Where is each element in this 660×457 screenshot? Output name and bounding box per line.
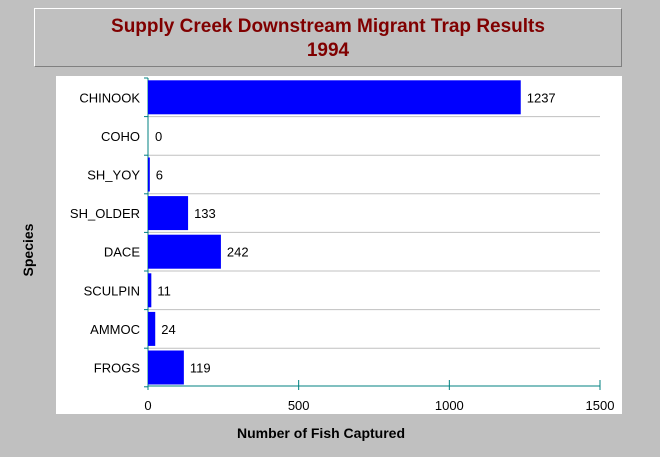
data-label: 24: [161, 322, 175, 337]
x-axis-label: Number of Fish Captured: [236, 425, 405, 441]
chart-title-box: Supply Creek Downstream Migrant Trap Res…: [34, 8, 622, 67]
y-axis-label: Species: [20, 223, 36, 277]
x-tick-label: 0: [144, 398, 151, 413]
x-tick-label: 1500: [586, 398, 615, 413]
bar: [148, 234, 221, 269]
x-tick-label: 500: [288, 398, 310, 413]
data-label: 119: [190, 361, 211, 376]
data-label: 0: [155, 129, 162, 144]
chart-title: Supply Creek Downstream Migrant Trap Res…: [111, 16, 545, 37]
category-label: AMMOC: [90, 322, 140, 337]
data-label: 1237: [527, 90, 556, 105]
bar: [148, 80, 521, 115]
category-label: SCULPIN: [84, 283, 140, 298]
data-label: 11: [157, 283, 171, 298]
data-label: 6: [156, 168, 163, 183]
bar: [148, 350, 184, 385]
category-label: DACE: [104, 245, 140, 260]
category-label: SH_OLDER: [70, 206, 140, 221]
data-label: 133: [194, 206, 216, 221]
bar: [148, 273, 152, 308]
chart-subtitle: 1994: [306, 40, 350, 61]
bar: [148, 311, 156, 346]
bar: [148, 157, 150, 192]
category-label: FROGS: [94, 361, 141, 376]
data-label: 242: [227, 245, 249, 260]
x-tick-label: 1000: [435, 398, 464, 413]
category-label: COHO: [101, 129, 140, 144]
bar: [148, 196, 189, 231]
y-axis-label-box: Species: [6, 190, 50, 310]
category-label: SH_YOY: [87, 168, 140, 183]
category-label: CHINOOK: [79, 90, 140, 105]
